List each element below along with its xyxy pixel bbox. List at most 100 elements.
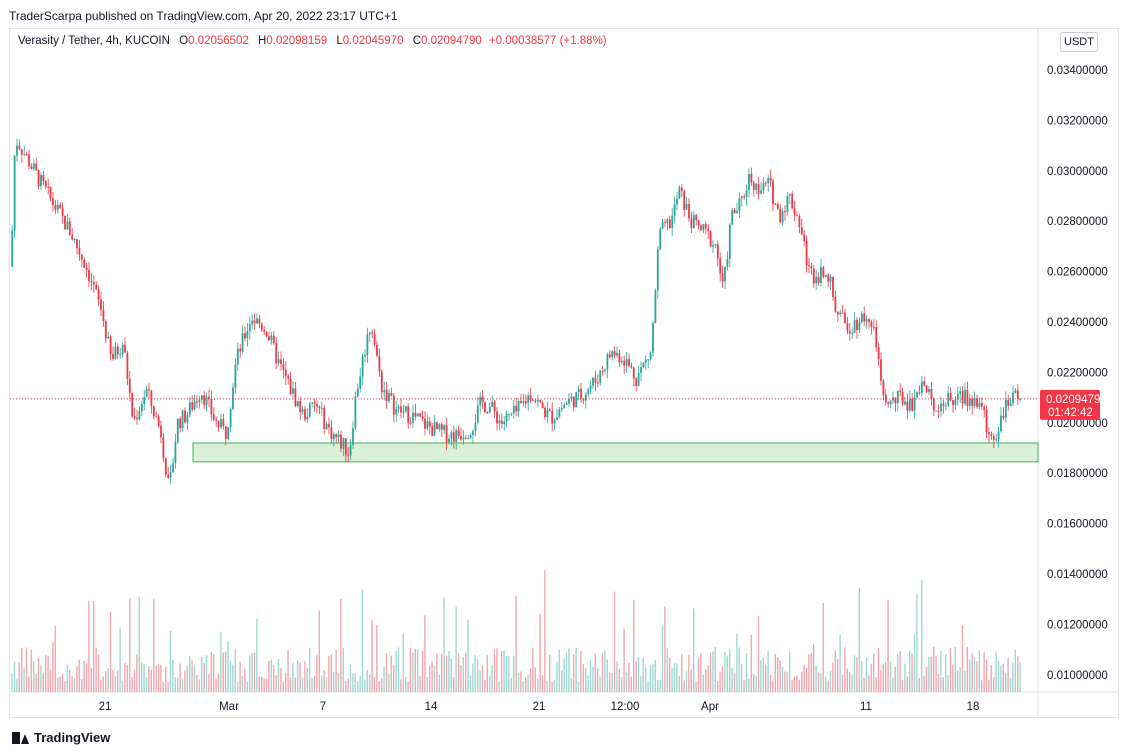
candle-body	[424, 418, 426, 429]
candle-body	[971, 398, 974, 407]
volume-bar	[721, 666, 724, 692]
candle-body	[563, 404, 566, 408]
volume-bar	[131, 677, 133, 692]
volume-bar	[577, 681, 580, 692]
candles	[11, 138, 1022, 485]
volume-bar	[801, 671, 803, 692]
candle-body	[810, 265, 813, 269]
candle-body	[973, 398, 976, 407]
volume-bar	[705, 669, 707, 692]
candle-body	[716, 244, 719, 259]
candle-body	[208, 396, 210, 399]
volume-bar	[537, 678, 539, 692]
volume-bar	[21, 648, 23, 692]
volume-bar	[313, 676, 316, 692]
time-axis: 21 Mar 7 14 21 12:00 Apr 11 18	[99, 701, 980, 713]
volume-bar	[357, 681, 359, 692]
candle-body	[71, 235, 74, 240]
candle-body	[632, 367, 635, 379]
currency-unit-button[interactable]: USDT	[1060, 32, 1098, 52]
candle-body	[930, 388, 933, 399]
candle-body	[690, 218, 693, 229]
volume-bar	[299, 662, 301, 692]
volume-bar	[369, 674, 371, 692]
candle-body	[373, 333, 376, 345]
volume-bar	[573, 654, 575, 692]
candle-body	[138, 411, 141, 420]
candle-body	[121, 344, 124, 355]
volume-bar	[527, 675, 529, 692]
candle-body	[44, 181, 47, 187]
candle-body	[198, 400, 201, 402]
volume-bar	[457, 652, 460, 692]
volume-bar	[549, 655, 551, 692]
candle-body	[944, 405, 947, 407]
volume-bar	[546, 681, 548, 692]
volume-bar	[885, 662, 887, 692]
candle-body	[904, 401, 906, 405]
volume-bar	[256, 618, 258, 692]
candle-body	[385, 390, 388, 402]
volume-bar	[604, 650, 606, 692]
volume-bar	[875, 677, 877, 692]
volume-bar	[78, 659, 80, 692]
candle-body	[203, 395, 206, 405]
candle-body	[160, 425, 162, 438]
candle-body	[870, 322, 873, 327]
volume-bar	[933, 647, 935, 692]
volume-bar	[755, 675, 757, 692]
candle-body	[829, 276, 832, 282]
candle-body	[642, 362, 645, 368]
volume-bar	[529, 668, 532, 692]
volume-bar	[59, 676, 61, 692]
candle-body	[683, 190, 686, 210]
volume-bar	[517, 672, 520, 692]
volume-bar	[892, 677, 894, 692]
volume-bar	[265, 678, 268, 692]
candle-body	[498, 420, 501, 424]
candle-body	[637, 372, 640, 386]
volume-bar	[822, 602, 824, 692]
candle-body	[697, 220, 700, 226]
candle-body	[157, 416, 160, 426]
volume-bar	[246, 681, 248, 692]
candle-body	[169, 472, 172, 478]
volume-bar	[421, 651, 424, 692]
volume-bar	[738, 647, 740, 692]
candle-body	[448, 438, 450, 443]
volume-bar	[71, 676, 73, 692]
candle-body	[551, 410, 554, 424]
open-label: O	[179, 35, 189, 47]
support-zone-rectangle	[192, 442, 1039, 463]
volume-bar	[633, 599, 635, 692]
volume-bar	[597, 668, 599, 692]
candle-body	[287, 376, 290, 379]
candle-body	[908, 398, 911, 411]
volume-bar	[628, 662, 630, 692]
volume-bar	[923, 675, 925, 692]
candle-body	[769, 177, 772, 181]
candle-body	[659, 228, 662, 250]
volume-bar	[966, 647, 968, 692]
candle-body	[145, 389, 148, 398]
close-value: 0.02094790	[421, 35, 482, 47]
volume-bar	[145, 677, 148, 692]
candle-body	[460, 435, 462, 440]
candle-body	[13, 155, 16, 231]
volume-bar	[472, 663, 474, 692]
volume-bar	[268, 660, 270, 692]
candle-body	[851, 332, 854, 334]
candle-body	[392, 395, 395, 415]
volume-bar	[493, 649, 496, 692]
volume-bar	[23, 667, 25, 692]
candle-body	[37, 170, 40, 187]
candle-body	[928, 388, 930, 392]
candle-body	[772, 180, 774, 204]
candle-body	[222, 419, 225, 427]
volume-bar	[520, 671, 522, 692]
candle-body	[582, 398, 585, 401]
candle-body	[1019, 398, 1022, 400]
symbol-label: Verasity / Tether, 4h, KUCOIN	[18, 35, 170, 47]
time-tick-label: 12:00	[611, 701, 640, 713]
